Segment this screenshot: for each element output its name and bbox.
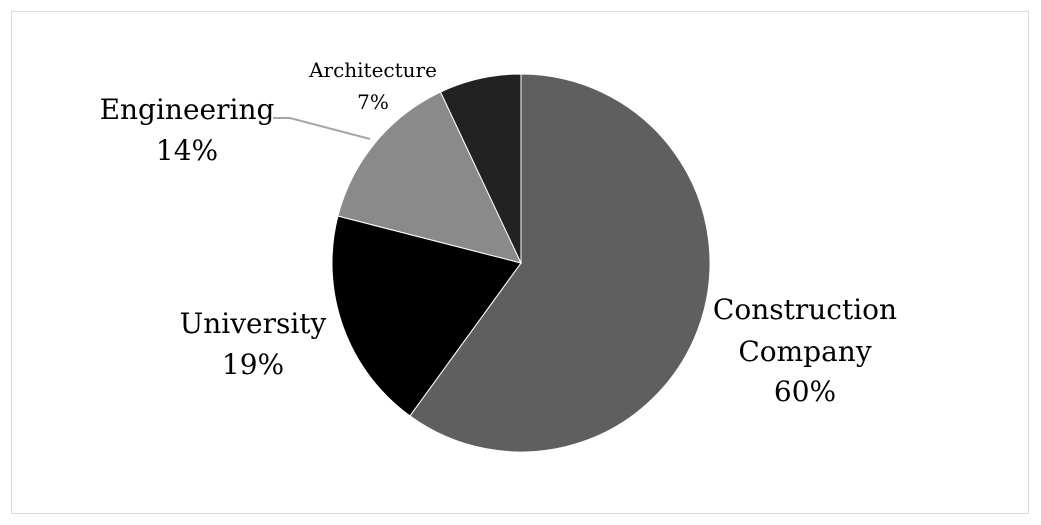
label-construction-line1: Construction bbox=[713, 293, 897, 326]
pie-slice-university bbox=[331, 215, 522, 417]
pie-slice-engineering bbox=[337, 91, 522, 264]
pie-slice-construction-company bbox=[409, 73, 711, 453]
label-architecture-name: Architecture bbox=[308, 58, 437, 82]
label-architecture-pct: 7% bbox=[357, 90, 389, 114]
pie-slices bbox=[331, 73, 711, 453]
pie-slice-architecture bbox=[439, 73, 522, 264]
label-engineering-pct: 14% bbox=[156, 134, 218, 167]
label-construction-line2: Company bbox=[738, 335, 871, 368]
label-university-pct: 19% bbox=[222, 348, 284, 381]
label-university-name: University bbox=[180, 307, 327, 340]
label-construction-pct: 60% bbox=[774, 375, 836, 408]
label-engineering-name: Engineering bbox=[100, 93, 275, 126]
engineering-leader-line bbox=[273, 117, 371, 140]
